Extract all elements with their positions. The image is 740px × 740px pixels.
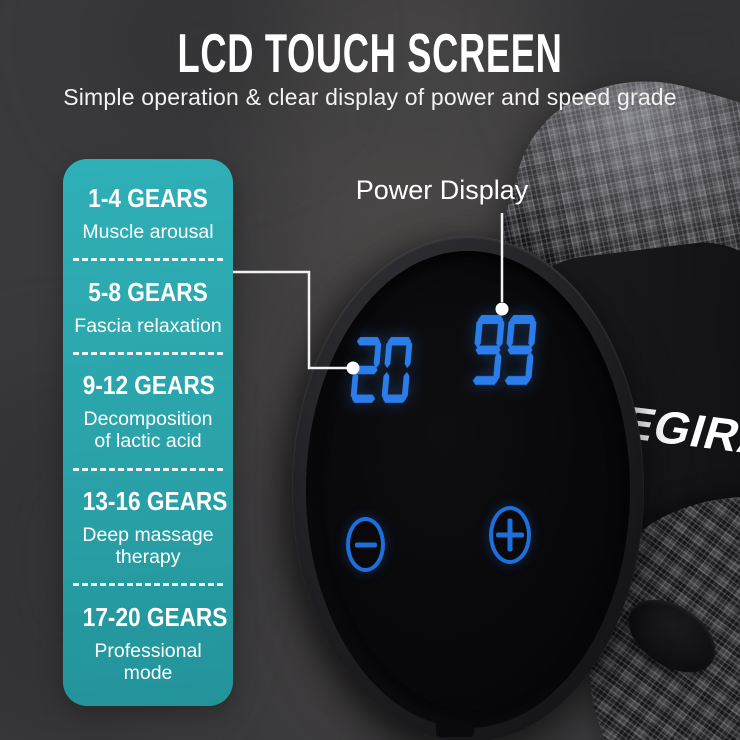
gear-levels-panel: 1-4 GEARS Muscle arousal 5-8 GEARS Fasci… [63,159,233,706]
dashed-divider [73,351,223,355]
seven-segment-digit [381,337,413,403]
page-subtitle: Simple operation & clear display of powe… [63,84,677,110]
seven-segment-digit [472,315,505,385]
page-title: LCD TOUCH SCREEN [177,22,563,84]
seven-segment-digit [350,337,382,403]
gear-range-label: 9-12 GEARS [82,370,215,401]
gear-section: 13-16 GEARS Deep massage therapy [73,485,228,569]
gear-description: Deep massage therapy [82,523,214,569]
plus-icon [507,518,513,552]
lcd-touch-screen [306,251,630,728]
increase-button[interactable] [489,506,531,564]
gear-description: Fascia relaxation [74,314,222,337]
gear-range-label: 17-20 GEARS [82,601,228,632]
gear-section: 9-12 GEARS Decomposition of lactic acid [73,370,223,452]
bezel-notch [436,721,474,737]
gear-section: 1-4 GEARS Muscle arousal [73,183,223,243]
button-ring [346,517,385,572]
dashed-divider [73,258,223,262]
power-readout [471,315,537,385]
gear-range-label: 5-8 GEARS [88,276,208,307]
gear-description: Muscle arousal [82,221,214,243]
gear-range-label: 1-4 GEARS [88,183,208,213]
gear-section: 17-20 GEARS Professional mode [73,601,228,684]
seven-segment-digit [504,315,537,385]
button-ring [489,506,531,564]
gear-description: Professional mode [94,639,202,684]
minus-icon [354,542,377,547]
speed-grade-readout [350,337,413,403]
dashed-divider [73,583,223,587]
gear-section: 5-8 GEARS Fascia relaxation [73,277,223,337]
dashed-divider [73,467,223,471]
decrease-button[interactable] [346,517,385,572]
gear-range-label: 13-16 GEARS [82,485,228,516]
gear-description: Decomposition of lactic acid [83,408,213,453]
power-display-callout-label: Power Display [355,175,529,205]
